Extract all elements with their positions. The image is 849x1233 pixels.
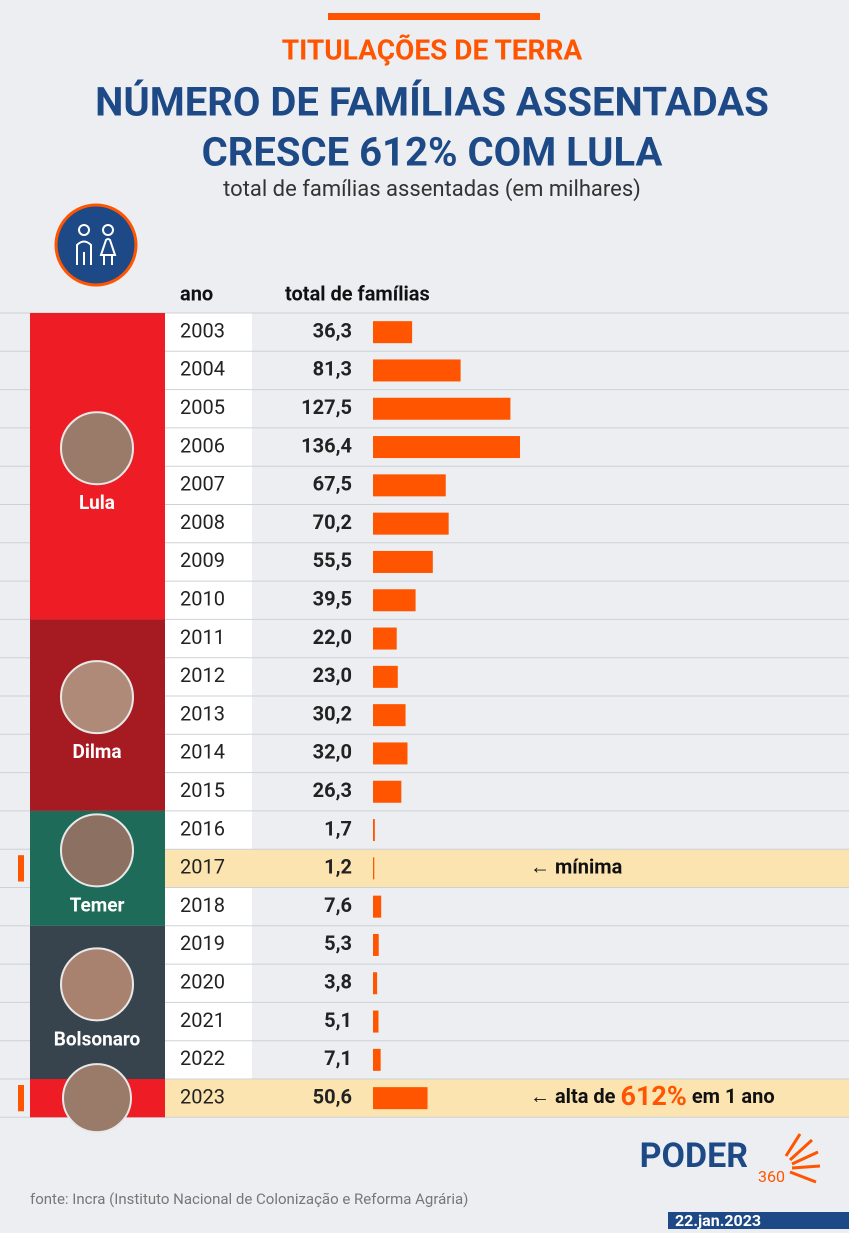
year-label: 2003 [180, 318, 225, 342]
row-highlight [165, 849, 849, 887]
value-label: 32,0 [313, 740, 352, 764]
annotation-part: 612% [620, 1080, 686, 1112]
value-label: 67,5 [313, 472, 352, 496]
year-label: 2018 [180, 893, 225, 917]
value-label: 50,6 [313, 1084, 352, 1108]
bar [373, 359, 461, 381]
bar [373, 934, 379, 956]
president-name: Bolsonaro [54, 1027, 141, 1050]
row-marker [18, 855, 24, 881]
bar [373, 513, 449, 535]
president-photo [61, 948, 133, 1020]
date: 22.jan.2023 [675, 1211, 761, 1229]
value-label: 70,2 [313, 510, 352, 534]
value-label: 30,2 [313, 701, 352, 725]
president-name: Lula [79, 491, 115, 514]
year-label: 2017 [180, 855, 225, 879]
bar [373, 742, 407, 764]
year-label: 2012 [180, 663, 225, 687]
value-label: 39,5 [313, 587, 352, 611]
logo-name: PODER [640, 1136, 748, 1176]
value-label: 1,7 [324, 816, 352, 840]
year-label: 2013 [180, 701, 225, 725]
bar [373, 972, 377, 994]
annotation: ← mínima [530, 855, 623, 879]
value-label: 1,2 [324, 855, 352, 879]
bar [373, 1087, 428, 1109]
subtitle: total de famílias assentadas (em milhare… [223, 177, 641, 202]
bar [373, 551, 433, 573]
source: fonte: Incra (Instituto Nacional de Colo… [30, 1190, 468, 1208]
year-label: 2008 [180, 510, 225, 534]
year-label: 2014 [180, 740, 225, 764]
bar [373, 398, 510, 420]
president-photo [63, 1064, 131, 1132]
year-label: 2021 [180, 1008, 225, 1032]
bar [373, 1011, 378, 1033]
infographic: TITULAÇÕES DE TERRA NÚMERO DE FAMÍLIAS A… [0, 0, 849, 1229]
value-label: 81,3 [313, 357, 352, 381]
year-label: 2019 [180, 931, 225, 955]
row-marker [18, 1085, 24, 1111]
bar [373, 857, 374, 879]
bar [373, 666, 398, 688]
bar [373, 436, 520, 458]
bar [373, 1049, 381, 1071]
logo-number: 360 [758, 1167, 785, 1186]
bar [373, 321, 412, 343]
president-photo [61, 412, 133, 484]
bar [373, 819, 375, 841]
president-photo [61, 661, 133, 733]
year-label: 2007 [180, 472, 225, 496]
value-label: 7,6 [324, 893, 352, 917]
value-label: 7,1 [324, 1046, 352, 1070]
year-label: 2004 [180, 357, 225, 381]
value-label: 36,3 [313, 318, 352, 342]
bar [373, 589, 416, 611]
bar [373, 896, 381, 918]
year-label: 2023 [180, 1084, 225, 1108]
bar [373, 781, 401, 803]
value-label: 26,3 [313, 778, 352, 802]
annotation-part: em 1 ano [687, 1084, 775, 1108]
column-header: total de famílias [285, 281, 430, 305]
annotation: ← alta de 612% em 1 ano [530, 1080, 775, 1112]
year-label: 2009 [180, 548, 225, 572]
title: CRESCE 612% COM LULA [202, 129, 663, 176]
year-label: 2015 [180, 778, 225, 802]
year-label: 2020 [180, 970, 225, 994]
people-icon [56, 205, 136, 285]
top-accent [328, 13, 540, 20]
page: TITULAÇÕES DE TERRA NÚMERO DE FAMÍLIAS A… [0, 0, 849, 1233]
year-label: 2006 [180, 433, 225, 457]
value-label: 5,3 [324, 931, 352, 955]
bar [373, 704, 406, 726]
president-photo [61, 814, 133, 886]
bar [373, 628, 397, 650]
value-label: 23,0 [313, 663, 352, 687]
annotation-part: ← alta de [530, 1084, 620, 1108]
year-label: 2022 [180, 1046, 225, 1070]
kicker: TITULAÇÕES DE TERRA [282, 33, 583, 66]
value-label: 22,0 [313, 625, 352, 649]
year-label: 2016 [180, 816, 225, 840]
title: NÚMERO DE FAMÍLIAS ASSENTADAS [95, 78, 769, 126]
value-label: 3,8 [324, 970, 352, 994]
year-label: 2011 [180, 625, 225, 649]
column-header: ano [180, 281, 213, 305]
value-label: 127,5 [301, 395, 352, 419]
president-name: Dilma [72, 740, 121, 763]
year-label: 2010 [180, 587, 225, 611]
year-label: 2005 [180, 395, 225, 419]
bar [373, 474, 446, 496]
president-name: Temer [70, 893, 125, 916]
value-label: 136,4 [301, 433, 352, 457]
value-label: 5,1 [324, 1008, 352, 1032]
value-label: 55,5 [313, 548, 352, 572]
